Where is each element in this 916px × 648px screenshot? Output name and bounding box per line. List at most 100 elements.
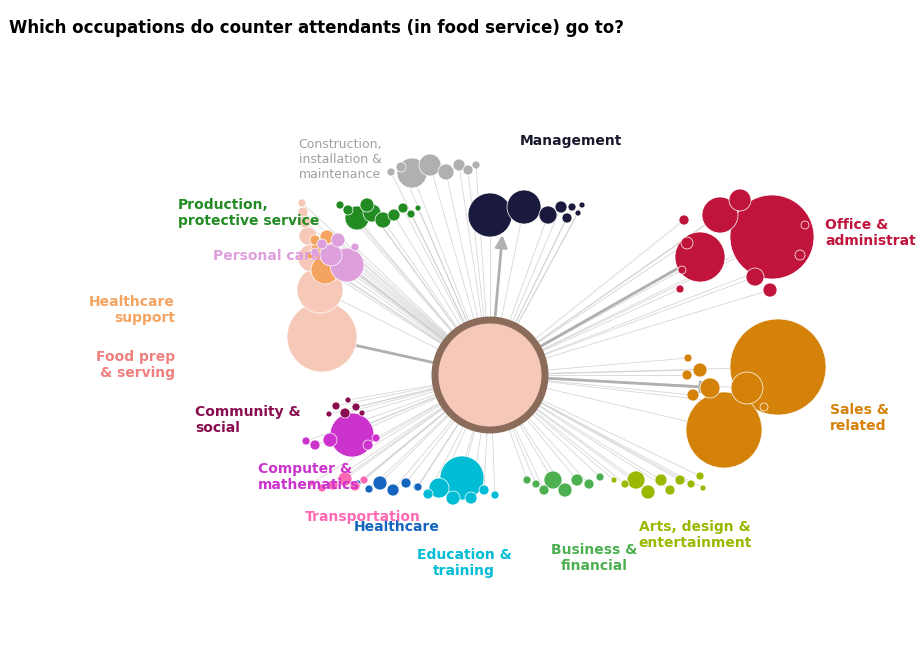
Circle shape <box>413 483 421 491</box>
Circle shape <box>575 210 581 216</box>
Text: Construction,
installation &
maintenance: Construction, installation & maintenance <box>299 138 382 181</box>
Text: Transportation: Transportation <box>305 510 420 524</box>
Circle shape <box>571 474 583 486</box>
Circle shape <box>340 408 350 418</box>
Circle shape <box>326 411 332 417</box>
Circle shape <box>338 472 352 486</box>
Circle shape <box>360 476 368 484</box>
Circle shape <box>299 216 311 228</box>
Circle shape <box>568 203 576 211</box>
Text: Management: Management <box>520 134 622 148</box>
Circle shape <box>686 392 762 468</box>
Circle shape <box>299 227 317 245</box>
Text: Sales &
related: Sales & related <box>830 403 889 433</box>
Text: Food prep
& serving: Food prep & serving <box>96 350 175 380</box>
Circle shape <box>373 476 387 490</box>
Circle shape <box>687 480 695 488</box>
Circle shape <box>681 237 693 249</box>
Circle shape <box>407 210 415 218</box>
Circle shape <box>702 197 738 233</box>
Circle shape <box>311 241 329 259</box>
Circle shape <box>401 478 411 488</box>
Circle shape <box>372 434 380 442</box>
Circle shape <box>310 440 320 450</box>
Circle shape <box>684 354 692 362</box>
Text: Production,
protective service: Production, protective service <box>178 198 320 228</box>
Circle shape <box>419 154 441 176</box>
Circle shape <box>320 244 342 266</box>
Circle shape <box>336 201 344 209</box>
Circle shape <box>687 389 699 401</box>
Circle shape <box>621 480 629 488</box>
Circle shape <box>387 484 399 496</box>
Circle shape <box>298 199 306 207</box>
Circle shape <box>287 302 357 372</box>
Circle shape <box>730 195 814 279</box>
Circle shape <box>398 203 408 213</box>
Circle shape <box>465 492 477 504</box>
Circle shape <box>330 413 374 457</box>
Circle shape <box>414 483 422 491</box>
Circle shape <box>328 480 338 490</box>
Circle shape <box>641 485 655 499</box>
Text: Business &
financial: Business & financial <box>551 543 638 573</box>
Circle shape <box>507 190 541 224</box>
Circle shape <box>760 403 768 411</box>
Circle shape <box>318 484 326 492</box>
Circle shape <box>479 485 489 495</box>
Text: Which occupations do counter attendants (in food service) go to?: Which occupations do counter attendants … <box>9 19 624 38</box>
Text: Healthcare
support: Healthcare support <box>89 295 175 325</box>
Circle shape <box>397 158 427 188</box>
Circle shape <box>351 243 359 251</box>
Circle shape <box>331 233 345 247</box>
Text: Office &
administrative: Office & administrative <box>825 218 916 248</box>
Circle shape <box>795 250 805 260</box>
Circle shape <box>363 440 373 450</box>
Circle shape <box>345 397 351 403</box>
Circle shape <box>453 159 465 171</box>
Circle shape <box>350 481 360 491</box>
Circle shape <box>611 477 617 483</box>
Circle shape <box>730 319 826 415</box>
Circle shape <box>731 372 763 404</box>
Text: Community &
social: Community & social <box>195 405 300 435</box>
Circle shape <box>679 215 689 225</box>
Circle shape <box>700 378 720 398</box>
Circle shape <box>388 209 400 221</box>
Circle shape <box>468 193 512 237</box>
Circle shape <box>579 202 585 208</box>
Circle shape <box>438 164 454 180</box>
Circle shape <box>746 268 764 286</box>
Circle shape <box>352 403 360 411</box>
Circle shape <box>360 198 374 212</box>
Circle shape <box>415 205 421 211</box>
Circle shape <box>435 320 545 430</box>
Circle shape <box>558 483 572 497</box>
Circle shape <box>311 256 339 284</box>
Circle shape <box>323 433 337 447</box>
Circle shape <box>446 491 460 505</box>
Circle shape <box>729 189 751 211</box>
Circle shape <box>343 205 353 215</box>
Circle shape <box>472 161 480 169</box>
Circle shape <box>387 168 395 176</box>
Circle shape <box>332 402 340 410</box>
Circle shape <box>396 162 406 172</box>
Circle shape <box>682 370 692 380</box>
Circle shape <box>555 201 567 213</box>
Circle shape <box>302 437 310 445</box>
Circle shape <box>440 456 484 500</box>
Circle shape <box>665 485 675 495</box>
Text: Personal care: Personal care <box>213 249 321 263</box>
Text: Education &
training: Education & training <box>417 548 511 578</box>
Circle shape <box>562 213 572 223</box>
Circle shape <box>311 248 319 256</box>
Circle shape <box>423 489 433 499</box>
Circle shape <box>309 480 315 486</box>
Circle shape <box>700 485 706 491</box>
Circle shape <box>359 410 365 416</box>
Circle shape <box>306 251 314 259</box>
Circle shape <box>544 471 562 489</box>
Circle shape <box>763 283 777 297</box>
Circle shape <box>532 480 540 488</box>
